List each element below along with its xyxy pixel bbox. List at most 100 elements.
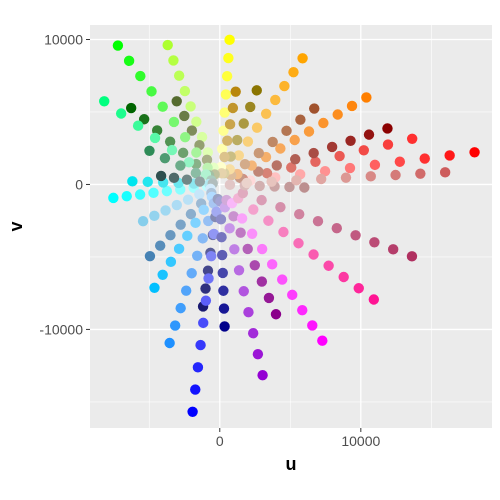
- data-point: [190, 384, 201, 395]
- data-point: [243, 307, 254, 318]
- x-axis-title: u: [286, 454, 297, 474]
- data-point: [112, 40, 124, 51]
- data-point: [256, 243, 268, 255]
- data-point: [216, 249, 228, 261]
- data-point: [358, 145, 370, 156]
- data-point: [121, 190, 132, 202]
- data-point: [382, 123, 393, 134]
- data-point: [256, 194, 267, 206]
- data-point: [144, 145, 155, 156]
- data-point: [361, 92, 372, 103]
- data-point: [312, 216, 324, 227]
- data-point: [266, 259, 278, 270]
- data-point: [164, 136, 176, 147]
- data-point: [331, 223, 342, 234]
- data-point: [242, 243, 253, 255]
- data-point: [155, 170, 167, 182]
- data-point: [202, 265, 214, 276]
- data-point: [185, 101, 196, 112]
- data-point: [125, 102, 137, 114]
- data-point: [278, 226, 289, 238]
- data-point: [233, 265, 245, 276]
- data-point: [219, 151, 230, 163]
- data-point: [309, 103, 320, 114]
- data-point: [186, 125, 198, 136]
- data-point: [142, 176, 153, 188]
- data-point: [217, 267, 228, 279]
- data-point: [233, 150, 245, 161]
- data-point: [190, 167, 202, 179]
- data-point: [279, 80, 290, 92]
- data-point: [247, 327, 259, 339]
- x-axis-ticks: 0 10000: [216, 428, 380, 449]
- data-point: [334, 150, 345, 162]
- data-point: [171, 96, 182, 107]
- data-point: [271, 160, 282, 171]
- data-point: [229, 244, 240, 255]
- data-point: [266, 176, 277, 187]
- data-point: [263, 292, 275, 304]
- data-point: [270, 94, 281, 106]
- data-point: [159, 152, 171, 164]
- data-point: [175, 160, 186, 171]
- data-point: [256, 276, 268, 287]
- data-point: [216, 143, 228, 155]
- minor-gridlines: [90, 25, 492, 428]
- data-point: [263, 215, 274, 226]
- y-tick-label: -10000: [39, 321, 83, 337]
- data-point: [205, 250, 217, 262]
- data-point: [261, 168, 273, 179]
- data-point: [390, 169, 401, 181]
- data-point: [308, 147, 319, 159]
- data-point: [169, 320, 181, 331]
- data-point: [160, 205, 171, 216]
- data-point: [369, 159, 381, 171]
- data-point: [223, 52, 234, 64]
- data-point: [319, 165, 331, 177]
- data-point: [224, 179, 236, 191]
- data-point: [171, 199, 183, 211]
- data-point: [157, 269, 168, 281]
- data-point: [297, 304, 308, 316]
- data-point: [149, 282, 160, 294]
- data-point: [394, 156, 406, 167]
- data-point: [166, 144, 178, 156]
- data-point: [218, 125, 229, 136]
- data-point: [132, 120, 144, 131]
- data-point: [179, 132, 191, 143]
- data-point: [195, 339, 206, 351]
- data-point: [275, 143, 286, 154]
- data-point: [353, 283, 364, 294]
- data-point: [469, 147, 480, 158]
- data-point: [134, 189, 146, 200]
- data-point: [219, 107, 230, 118]
- data-point: [369, 237, 380, 248]
- data-point: [251, 85, 262, 96]
- data-point: [197, 233, 208, 244]
- data-point: [232, 134, 243, 146]
- data-point: [323, 260, 334, 271]
- data-point: [157, 101, 168, 112]
- data-point: [123, 55, 135, 67]
- data-point: [317, 335, 328, 346]
- data-point: [287, 289, 298, 301]
- data-point: [270, 309, 282, 320]
- x-tick-label: 10000: [341, 433, 380, 449]
- data-point: [235, 227, 246, 238]
- data-point: [310, 156, 321, 167]
- data-point: [224, 223, 235, 234]
- data-point: [180, 285, 192, 296]
- data-point: [308, 249, 319, 260]
- data-point: [406, 251, 418, 262]
- data-point: [368, 294, 380, 305]
- data-point: [135, 70, 146, 82]
- data-point: [168, 55, 179, 66]
- data-point: [198, 204, 209, 216]
- data-point: [238, 118, 249, 129]
- data-point: [211, 206, 222, 217]
- data-point: [284, 181, 295, 193]
- data-point: [146, 86, 157, 97]
- data-point: [290, 154, 301, 165]
- data-point: [165, 256, 177, 268]
